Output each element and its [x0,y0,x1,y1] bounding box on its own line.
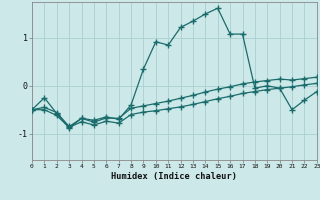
X-axis label: Humidex (Indice chaleur): Humidex (Indice chaleur) [111,172,237,181]
